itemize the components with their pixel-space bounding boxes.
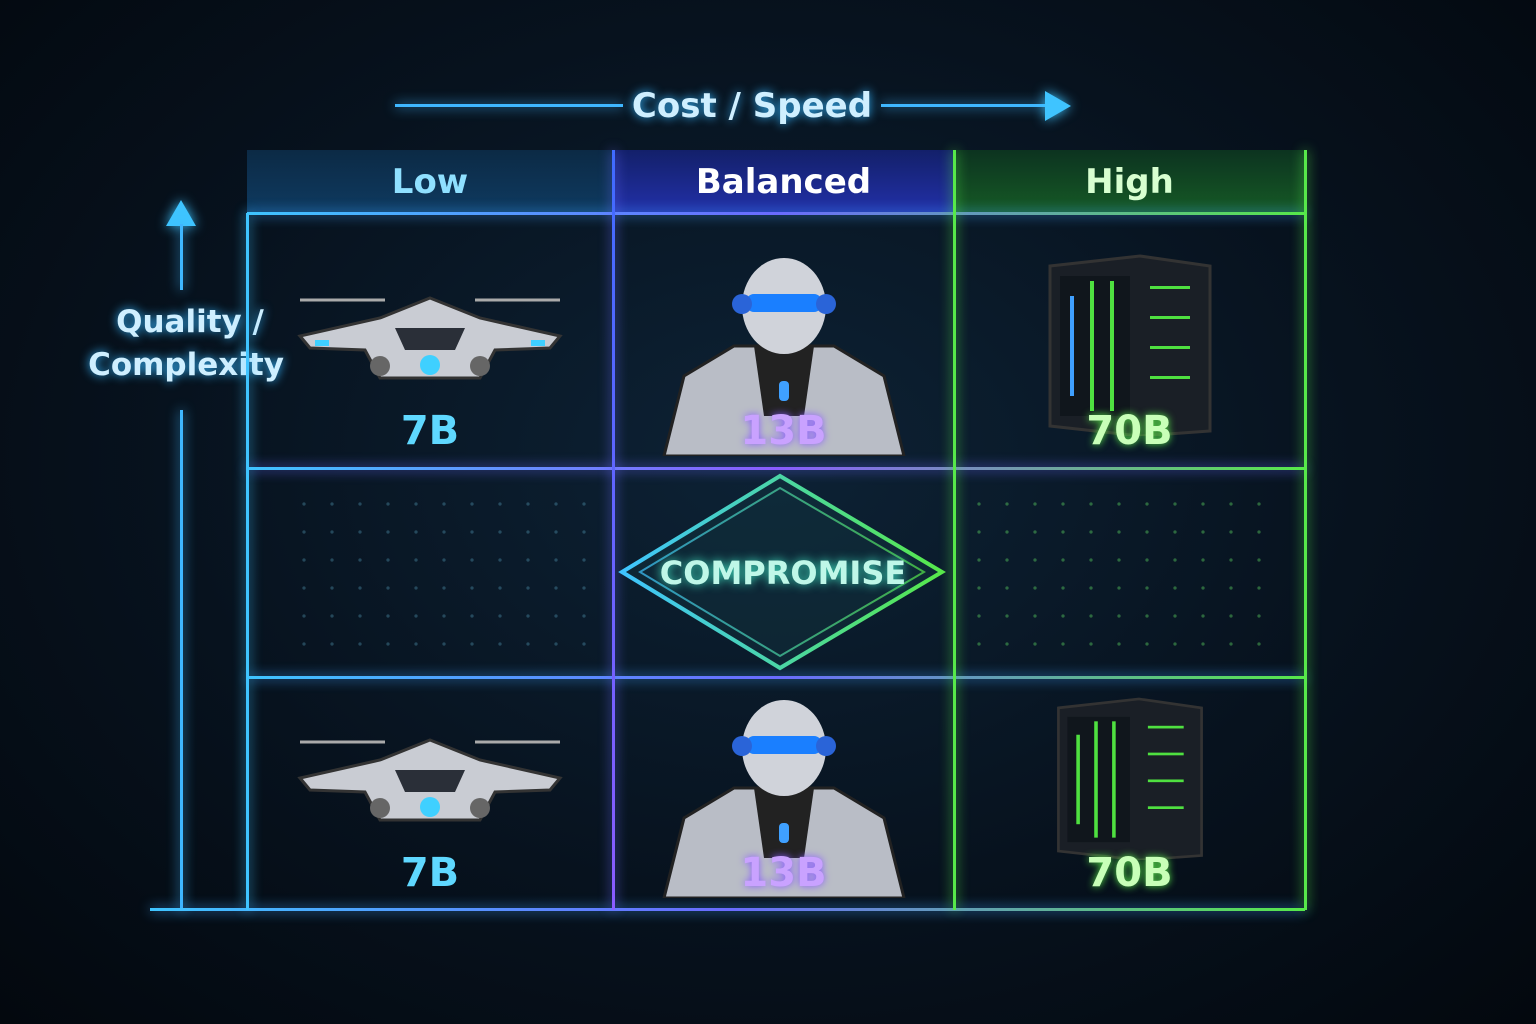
header-bg-balanced — [613, 150, 954, 213]
dot-pattern-low — [290, 490, 600, 650]
y-axis-label-line1: Quality / — [116, 304, 264, 340]
column-header-high: High — [1085, 161, 1174, 202]
arrow-up-icon — [166, 200, 196, 226]
x-axis-label: Cost / Speed — [631, 86, 873, 126]
robot-icon — [661, 700, 906, 898]
compromise-diamond — [618, 473, 946, 671]
model-size-label: 70B — [1086, 850, 1173, 896]
grid-line-row1 — [247, 467, 1305, 470]
y-axis-line-bottom — [180, 410, 183, 910]
x-axis-line-right — [881, 104, 1051, 107]
cell-low-bottom: 7B — [247, 677, 613, 910]
drone-icon — [297, 296, 563, 380]
header-bg-low — [247, 150, 613, 213]
x-axis-line-left — [395, 104, 623, 107]
grid-line-bottom — [150, 908, 1305, 911]
model-size-label: 13B — [740, 408, 827, 454]
column-header-balanced: Balanced — [695, 161, 872, 202]
grid-line-col2 — [953, 150, 956, 910]
model-size-label: 7B — [400, 850, 460, 896]
cell-low-top: 7B — [247, 213, 613, 468]
model-size-label: 7B — [400, 408, 460, 454]
arrow-right-icon — [1045, 91, 1071, 121]
model-size-label: 70B — [1086, 408, 1173, 454]
model-size-label: 13B — [740, 850, 827, 896]
grid-line-col0 — [246, 213, 249, 910]
header-bg-high — [954, 150, 1305, 213]
server-icon — [1056, 697, 1203, 860]
server-icon — [1048, 254, 1211, 436]
column-header-low: Low — [391, 161, 469, 202]
grid-line-row2 — [247, 676, 1305, 679]
y-axis-line-top — [180, 224, 183, 290]
grid-line-col1 — [612, 150, 615, 910]
y-axis-label-line2: Complexity — [88, 347, 284, 383]
cell-high-top: 70B — [954, 213, 1305, 468]
cell-balanced-top: 13B — [613, 213, 954, 468]
robot-icon — [661, 258, 906, 456]
grid-line-col3 — [1304, 150, 1307, 910]
cell-high-bottom: 70B — [954, 677, 1305, 910]
cell-balanced-bottom: 13B — [613, 677, 954, 910]
grid-line-top — [247, 212, 1305, 215]
dot-pattern-high — [965, 490, 1285, 650]
compromise-label: COMPROMISE — [659, 554, 907, 592]
drone-icon — [297, 738, 563, 822]
